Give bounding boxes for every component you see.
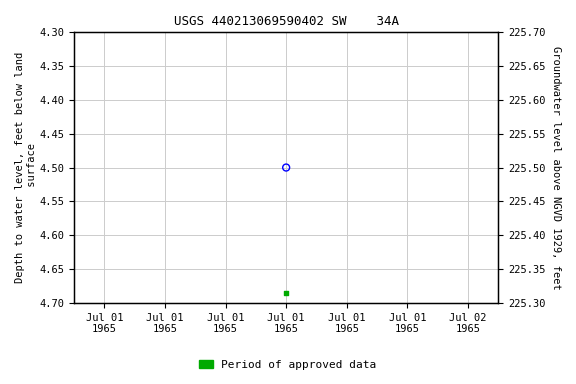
Y-axis label: Groundwater level above NGVD 1929, feet: Groundwater level above NGVD 1929, feet	[551, 46, 561, 290]
Point	[282, 290, 291, 296]
Legend: Period of approved data: Period of approved data	[195, 356, 381, 375]
Point	[282, 164, 291, 170]
Y-axis label: Depth to water level, feet below land
 surface: Depth to water level, feet below land su…	[15, 52, 37, 283]
Title: USGS 440213069590402 SW    34A: USGS 440213069590402 SW 34A	[173, 15, 399, 28]
